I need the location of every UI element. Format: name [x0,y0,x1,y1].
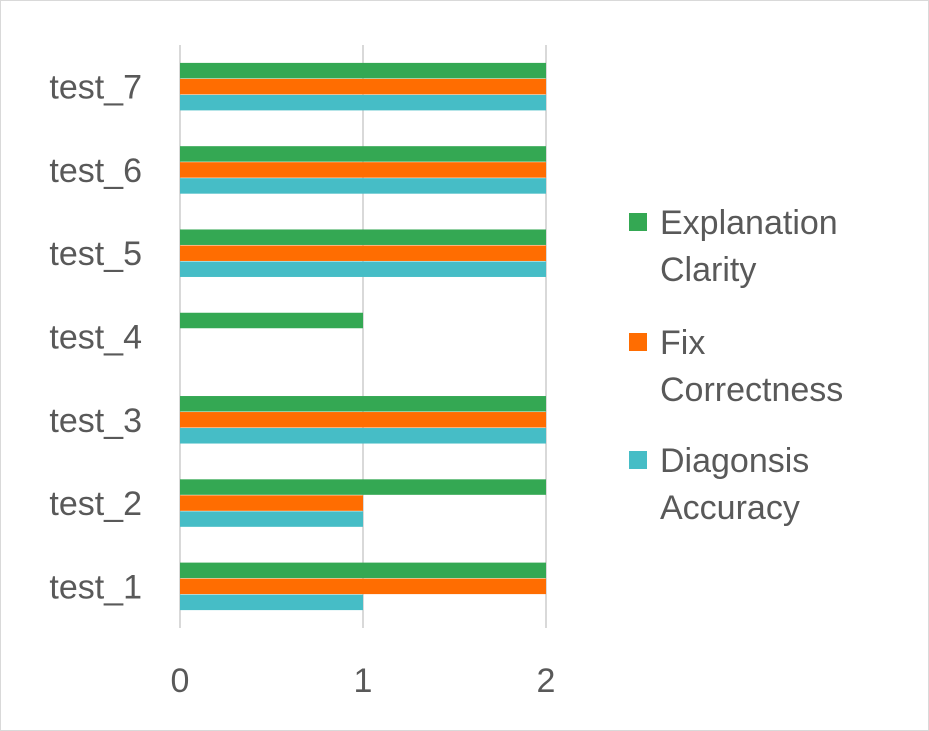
bar-test_3-explanation-clarity [180,396,546,412]
bar-test_2-fix-correctness [180,495,363,511]
legend-swatch-explanation-clarity [629,213,647,231]
bar-test_1-explanation-clarity [180,562,546,579]
legend-label-diagonsis-accuracy: Diagonsis Accuracy [660,442,809,527]
bar-test_2-explanation-clarity [180,479,546,495]
legend-swatch-diagonsis-accuracy [629,451,647,469]
bar-test_1-diagonsis-accuracy [180,594,363,611]
grid-lines [179,45,547,628]
y-tick-label-test_1: test_1 [49,568,142,606]
bars [180,62,546,611]
x-axis-tick-labels: 0 1 2 [171,662,556,700]
legend: Explanation Clarity Fix Correctness Diagonsi… [629,204,843,527]
y-tick-label-test_5: test_5 [49,235,142,273]
y-tick-label-test_6: test_6 [49,152,142,190]
legend-label-fix-correctness: Fix Correctness [660,324,843,409]
bar-test_6-explanation-clarity [180,146,546,162]
bar-test_3-diagonsis-accuracy [180,428,546,444]
bar-test_6-diagonsis-accuracy [180,178,546,194]
x-tick-label-0: 0 [171,662,190,700]
bar-test_3-fix-correctness [180,412,546,428]
y-tick-label-test_3: test_3 [49,402,142,440]
bar-test_4-explanation-clarity [180,312,363,329]
y-tick-label-test_7: test_7 [49,69,142,107]
bar-test_6-fix-correctness [180,162,546,178]
legend-label-explanation-clarity: Explanation Clarity [660,204,838,289]
legend-swatch-fix-correctness [629,333,647,351]
y-tick-label-test_4: test_4 [49,319,142,357]
y-tick-label-test_2: test_2 [49,485,142,523]
bar-test_7-explanation-clarity [180,62,546,79]
bar-test_2-diagonsis-accuracy [180,511,363,527]
x-tick-label-2: 2 [537,662,556,700]
x-tick-label-1: 1 [354,662,373,700]
bar-test_7-fix-correctness [180,78,546,95]
bar-test_5-fix-correctness [180,245,546,261]
y-axis-tick-labels: test_1 test_2 test_3 test_4 test_5 test_6 test… [49,69,142,607]
bar-test_1-fix-correctness [180,578,546,595]
bar-test_5-diagonsis-accuracy [180,261,546,277]
bar-test_5-explanation-clarity [180,229,546,245]
bar-test_7-diagonsis-accuracy [180,94,546,111]
